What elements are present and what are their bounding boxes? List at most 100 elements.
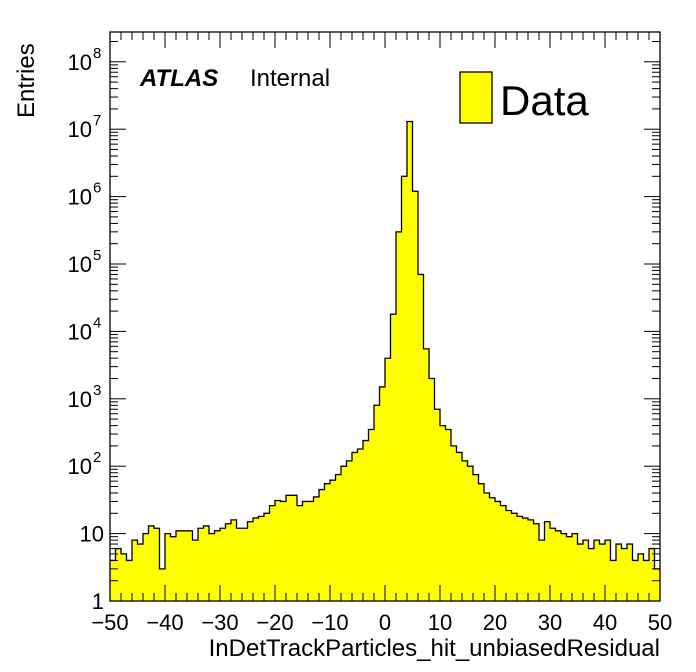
histogram-bin	[313, 496, 320, 601]
histogram-bin	[220, 528, 226, 601]
histogram-bin	[610, 560, 617, 601]
histogram-outline	[110, 120, 660, 570]
histogram-bin	[341, 466, 347, 601]
histogram-bin	[484, 493, 490, 601]
internal-label: Internal	[250, 65, 330, 92]
y-tick-exponent: 5	[93, 247, 101, 264]
y-tick-label: 10	[68, 185, 92, 210]
x-tick-label: −50	[91, 610, 128, 635]
histogram-bin	[467, 466, 474, 601]
y-tick-exponent: 2	[93, 449, 101, 466]
histogram-bin	[214, 530, 221, 601]
histogram-bin	[412, 191, 419, 601]
histogram-bin	[489, 497, 496, 601]
x-tick-label: −20	[256, 610, 293, 635]
y-tick-label: 10	[68, 454, 92, 479]
histogram-bin	[203, 525, 210, 601]
histogram-bin	[264, 513, 270, 601]
histogram-bin	[451, 445, 457, 601]
histogram-bin	[396, 231, 402, 601]
histogram-bin	[137, 544, 144, 601]
histogram-bin	[462, 460, 468, 601]
histogram-bin	[258, 516, 265, 601]
histogram-bin	[621, 548, 628, 601]
y-tick-exponent: 7	[93, 112, 101, 129]
legend-label: Data	[500, 77, 589, 124]
y-tick-label: 1	[92, 589, 104, 614]
histogram-bin	[176, 530, 182, 601]
histogram-bin	[379, 386, 386, 601]
x-tick-label: −10	[311, 610, 348, 635]
histogram-bin	[297, 505, 303, 601]
histogram-bin	[192, 540, 199, 601]
histogram-bin	[357, 448, 364, 601]
y-tick-label: 10	[68, 387, 92, 412]
histogram-bin	[148, 525, 155, 601]
histogram-bin	[291, 495, 298, 601]
x-tick-label: −40	[146, 610, 183, 635]
histogram-bin	[522, 518, 529, 601]
histogram-bin	[242, 528, 248, 601]
histogram-bin	[423, 348, 430, 601]
histogram-bin	[346, 460, 353, 601]
histogram-bin	[555, 530, 562, 601]
histogram-bin	[302, 501, 309, 601]
x-tick-labels: −50 −40 −30 −20 −10 0 10 20 30 40 50	[91, 610, 672, 635]
histogram-bin	[121, 553, 127, 601]
y-tick-exponent: 8	[93, 45, 101, 62]
histogram-bin	[352, 452, 358, 601]
histogram-bin	[275, 500, 281, 601]
histogram-bin	[225, 523, 232, 601]
histogram-bin	[594, 540, 600, 601]
histogram-bin	[583, 540, 589, 601]
histogram-bin	[126, 560, 133, 601]
y-tick-exponent: 3	[93, 382, 101, 399]
histogram-bin	[170, 536, 177, 601]
legend-swatch	[459, 71, 493, 124]
histogram-bin	[572, 533, 578, 601]
histogram-bin	[495, 501, 501, 601]
histogram-bin	[319, 489, 325, 601]
histogram-bin	[544, 521, 551, 601]
y-tick-label: 10	[68, 252, 92, 277]
histogram-bin	[308, 501, 314, 601]
histogram-bars	[110, 121, 661, 602]
histogram-bin	[517, 516, 523, 601]
histogram-bin	[599, 544, 606, 601]
histogram-bin	[643, 560, 650, 601]
atlas-label: ATLAS	[139, 65, 218, 92]
y-axis-title: Entries	[13, 43, 40, 118]
y-tick-label: 10	[68, 117, 92, 142]
legend: Data	[459, 71, 589, 124]
x-tick-label: 40	[593, 610, 617, 635]
histogram-bin	[390, 314, 397, 601]
x-tick-label: −30	[201, 610, 238, 635]
x-tick-label: 50	[648, 610, 672, 635]
histogram-bin	[247, 521, 254, 601]
histogram-bin	[627, 544, 633, 601]
histogram-bin	[649, 548, 655, 601]
histogram-bin	[561, 533, 567, 601]
histogram-bin	[456, 452, 463, 601]
histogram-bin	[181, 530, 188, 601]
histogram-bin	[280, 501, 287, 601]
axis-ticks	[109, 32, 661, 602]
histogram-bin	[445, 429, 452, 601]
x-tick-label: 0	[379, 610, 391, 635]
histogram-bin	[528, 519, 534, 601]
y-tick-label: 10	[80, 522, 104, 547]
histogram-bin	[198, 528, 204, 601]
histogram-bin	[616, 544, 622, 601]
histogram-bin	[368, 429, 375, 601]
histogram-bin	[407, 121, 413, 602]
histogram-bin	[539, 540, 545, 601]
histogram-bin	[632, 560, 639, 601]
histogram-bin	[511, 513, 518, 601]
histogram-bin	[236, 528, 243, 601]
histogram-bin	[401, 176, 408, 601]
histogram-bin	[385, 358, 391, 601]
histogram-bin	[418, 274, 424, 601]
histogram-bin	[473, 474, 479, 601]
